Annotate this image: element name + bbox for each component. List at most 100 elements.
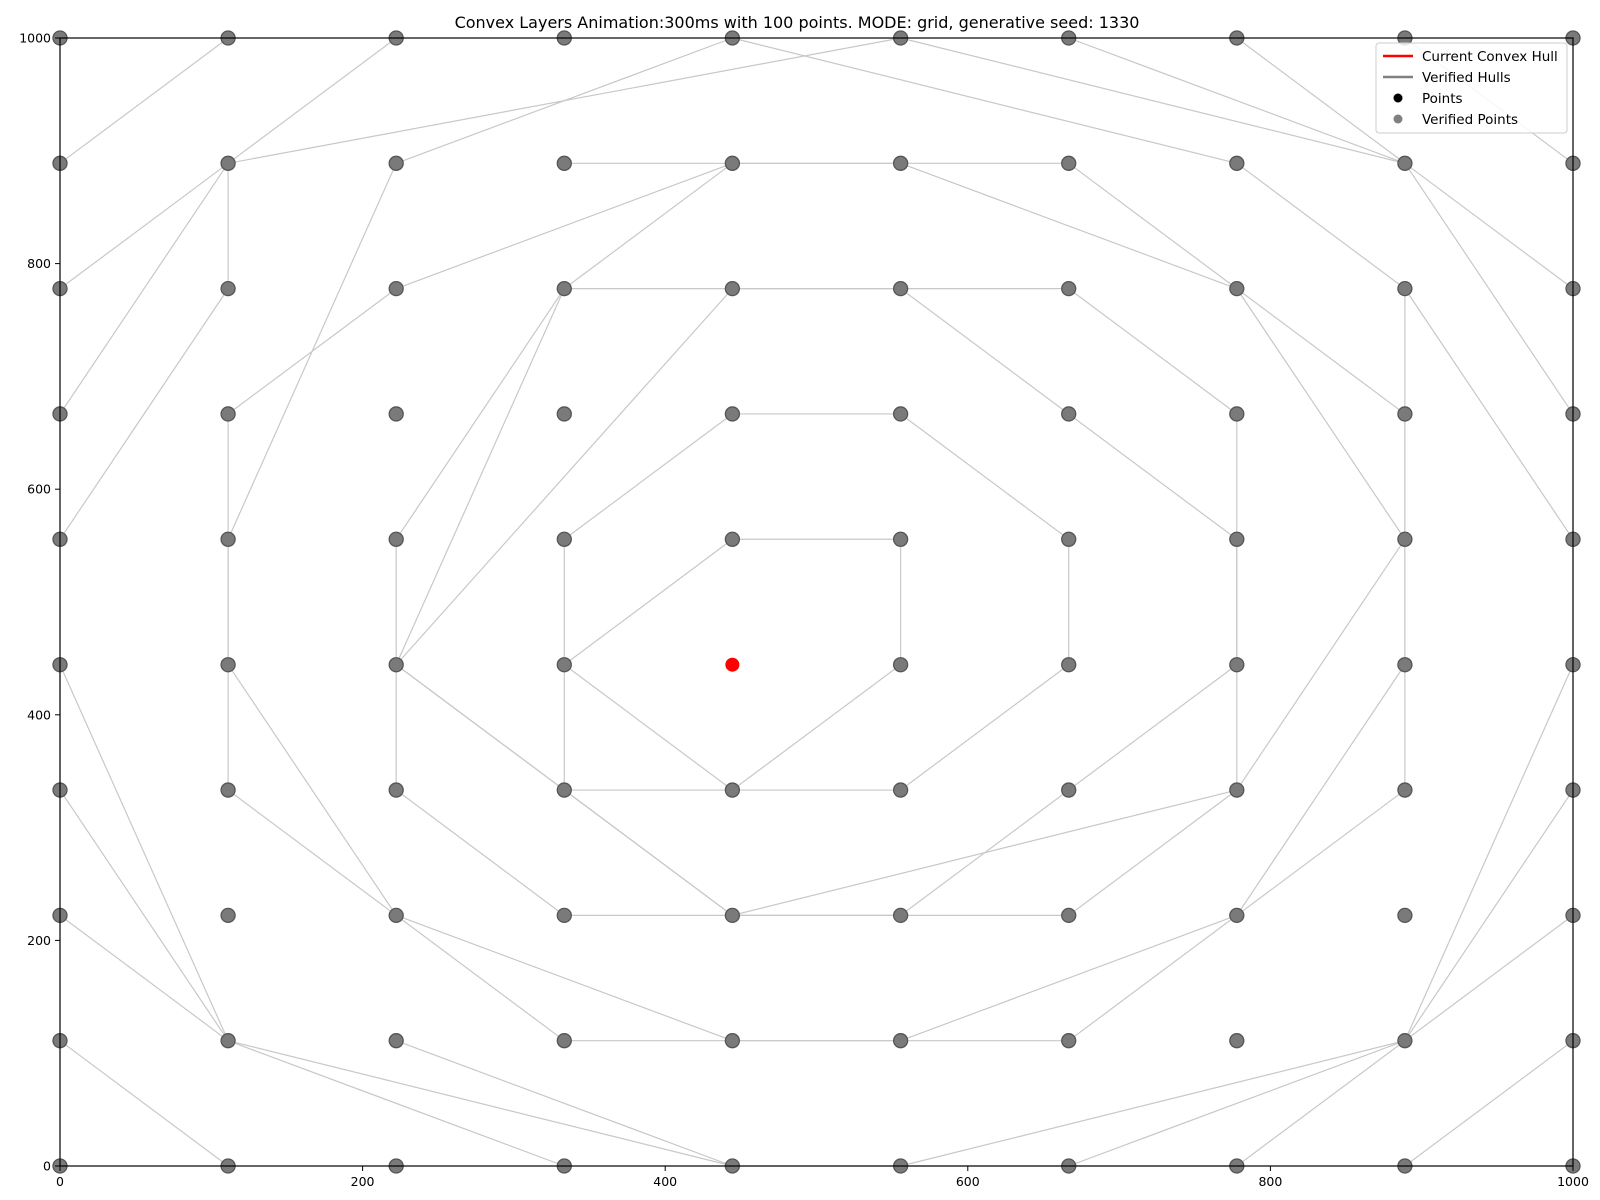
verified-point [1061,531,1077,547]
verified-point [724,782,741,798]
verified-point [1061,1033,1077,1049]
y-tick-label: 600 [27,482,51,497]
legend-verified-points-swatch [1393,114,1403,124]
hull-segment [59,162,229,290]
hull-segment [395,288,565,540]
hull-segment [395,664,565,791]
hull-segment [1404,914,1574,1042]
hull-segment [227,37,901,164]
verified-point [220,406,236,422]
verified-point [724,155,741,171]
hull-segment [227,163,397,540]
hull-segment [1236,1040,1406,1167]
y-tick-label: 200 [27,933,51,948]
verified-point [1061,657,1077,673]
hull-segment [1068,789,1238,916]
hull-segment [1404,1040,1574,1167]
verified-point [220,531,236,547]
hull-segment [1236,162,1406,290]
current-point [725,657,740,672]
hull-segment [1068,288,1238,415]
hull-segment [395,1040,733,1167]
hull-segment [1236,37,1406,164]
verified-point [892,155,909,171]
legend-verified-points-label: Verified Points [1422,112,1518,128]
hull-segment [900,37,1406,164]
hull-segment [1236,664,1406,916]
x-tick-label: 0 [56,1174,64,1189]
verified-point [892,907,909,924]
verified-point [1397,782,1413,798]
hull-segment [1236,288,1406,415]
verified-point [892,406,909,422]
hull-segment [59,789,229,1042]
verified-point [1397,1033,1413,1049]
verified-point [1229,657,1245,673]
verified-point [892,280,909,297]
hull-segment [227,37,397,164]
x-axis: 0 200 400 600 800 1000 [56,1166,1589,1189]
verified-point [892,1033,909,1049]
verified-point [220,280,236,297]
hull-segment [900,162,1238,290]
verified-point [1397,406,1413,422]
verified-point [1397,155,1413,171]
hull-segment [1404,288,1574,540]
legend-points-swatch [1393,93,1403,103]
verified-point [220,1033,236,1049]
verified-point [220,907,236,924]
hull-segment [563,664,733,791]
verified-point [1229,406,1245,422]
verified-point [724,531,741,547]
verified-point [724,406,741,422]
x-tick-label: 200 [351,1174,375,1189]
plot-frame [59,37,1574,1167]
hull-segment [1404,162,1574,290]
verified-point [1229,1033,1245,1049]
verified-point [1229,782,1245,798]
hull-segment [900,664,1070,791]
verified-point [388,155,404,171]
hull-segment [563,538,733,666]
verified-point [892,657,909,673]
legend-points-label: Points [1422,91,1463,107]
hull-segment [732,664,901,791]
hull-segment [563,789,733,916]
hull-segment [395,288,565,665]
verified-point [388,280,404,297]
hull-segment [395,914,733,1042]
verified-point [388,782,404,798]
verified-point [892,782,909,798]
verified-point [220,782,236,798]
verified-point [1061,280,1077,297]
hull-segment [1404,789,1574,1042]
legend-current-hull-label: Current Convex Hull [1422,49,1558,65]
hull-segment [227,1040,733,1167]
hull-segment [1068,1040,1406,1167]
hull-segment [900,1040,1406,1167]
verified-point [388,531,404,547]
hull-segment [1068,162,1238,290]
chart-title: Convex Layers Animation:300ms with 100 p… [455,13,1140,32]
verified-point [1061,907,1077,924]
legend: Current Convex Hull Verified Hulls Point… [1375,42,1568,134]
x-tick-label: 1000 [1557,1174,1589,1189]
verified-point [1061,406,1077,422]
verified-point [556,280,572,297]
hull-segment [900,914,1238,1042]
x-tick-label: 400 [653,1174,677,1189]
hull-segment [395,789,565,916]
hull-segment [59,288,229,540]
hull-segment [59,664,229,1041]
hull-segment [900,413,1070,540]
x-tick-label: 800 [1258,1174,1282,1189]
verified-point [556,1033,572,1049]
current-point-layer [725,657,740,672]
verified-point [388,406,404,422]
verified-point [892,531,909,547]
verified-point [556,531,572,547]
verified-point [388,1033,404,1049]
verified-point [1229,531,1245,547]
verified-point [556,657,572,673]
hull-segment [1068,37,1406,164]
